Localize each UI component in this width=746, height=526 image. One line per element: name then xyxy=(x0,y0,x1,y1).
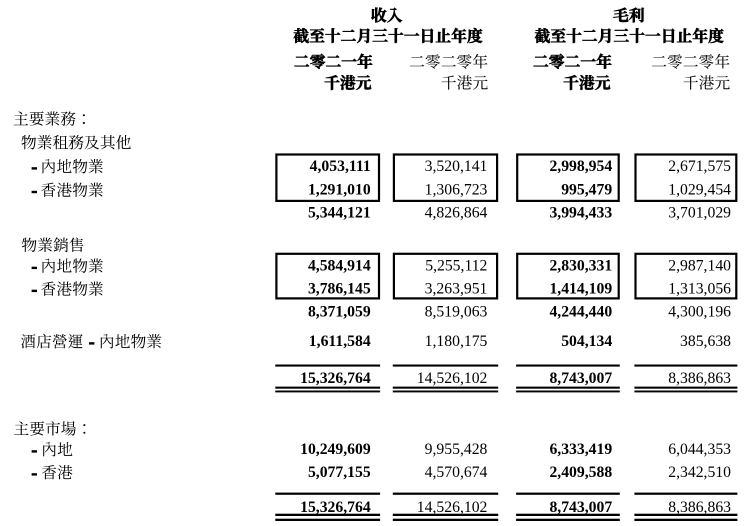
svg-text:3,701,029: 3,701,029 xyxy=(668,205,731,222)
svg-text:6,333,419: 6,333,419 xyxy=(549,441,612,458)
svg-text:2,830,331: 2,830,331 xyxy=(549,258,612,275)
svg-text:1,180,175: 1,180,175 xyxy=(425,333,488,350)
svg-text:4,300,196: 4,300,196 xyxy=(668,303,731,320)
svg-text:8,743,007: 8,743,007 xyxy=(549,370,612,387)
svg-text:5,255,112: 5,255,112 xyxy=(425,258,487,275)
svg-text:1,291,010: 1,291,010 xyxy=(308,182,371,199)
svg-text:14,526,102: 14,526,102 xyxy=(417,370,488,387)
svg-text:8,743,007: 8,743,007 xyxy=(549,499,612,516)
svg-text:2,671,575: 2,671,575 xyxy=(668,158,731,175)
svg-text:5,344,121: 5,344,121 xyxy=(308,205,371,222)
svg-text:9,955,428: 9,955,428 xyxy=(425,441,488,458)
svg-text:995,479: 995,479 xyxy=(561,182,612,199)
svg-text:15,326,764: 15,326,764 xyxy=(300,499,371,516)
svg-text:4,244,440: 4,244,440 xyxy=(549,303,612,320)
svg-text:504,134: 504,134 xyxy=(561,333,612,350)
svg-text:6,044,353: 6,044,353 xyxy=(668,441,731,458)
svg-text:4,570,674: 4,570,674 xyxy=(425,464,488,481)
svg-text:2,987,140: 2,987,140 xyxy=(668,258,731,275)
svg-text:4,053,111: 4,053,111 xyxy=(310,158,371,175)
svg-text:10,249,609: 10,249,609 xyxy=(300,441,371,458)
svg-text:14,526,102: 14,526,102 xyxy=(417,499,488,516)
svg-text:4,826,864: 4,826,864 xyxy=(425,205,488,222)
svg-text:3,786,145: 3,786,145 xyxy=(308,281,371,298)
svg-text:8,371,059: 8,371,059 xyxy=(308,303,371,320)
svg-text:4,584,914: 4,584,914 xyxy=(308,258,371,275)
svg-text:2,998,954: 2,998,954 xyxy=(549,158,612,175)
svg-text:5,077,155: 5,077,155 xyxy=(308,464,371,481)
svg-text:3,994,433: 3,994,433 xyxy=(549,205,612,222)
svg-text:1,611,584: 1,611,584 xyxy=(309,333,371,350)
svg-text:8,386,863: 8,386,863 xyxy=(668,499,731,516)
svg-text:2,409,588: 2,409,588 xyxy=(549,464,612,481)
svg-text:3,263,951: 3,263,951 xyxy=(425,281,488,298)
svg-text:1,414,109: 1,414,109 xyxy=(549,281,612,298)
svg-text:8,519,063: 8,519,063 xyxy=(425,303,488,320)
svg-text:3,520,141: 3,520,141 xyxy=(425,158,488,175)
svg-text:8,386,863: 8,386,863 xyxy=(668,370,731,387)
svg-text:2,342,510: 2,342,510 xyxy=(668,464,731,481)
svg-text:1,029,454: 1,029,454 xyxy=(668,182,731,199)
svg-text:15,326,764: 15,326,764 xyxy=(300,370,371,387)
svg-text:1,313,056: 1,313,056 xyxy=(668,281,731,298)
svg-text:1,306,723: 1,306,723 xyxy=(425,182,488,199)
svg-text:385,638: 385,638 xyxy=(680,333,731,350)
